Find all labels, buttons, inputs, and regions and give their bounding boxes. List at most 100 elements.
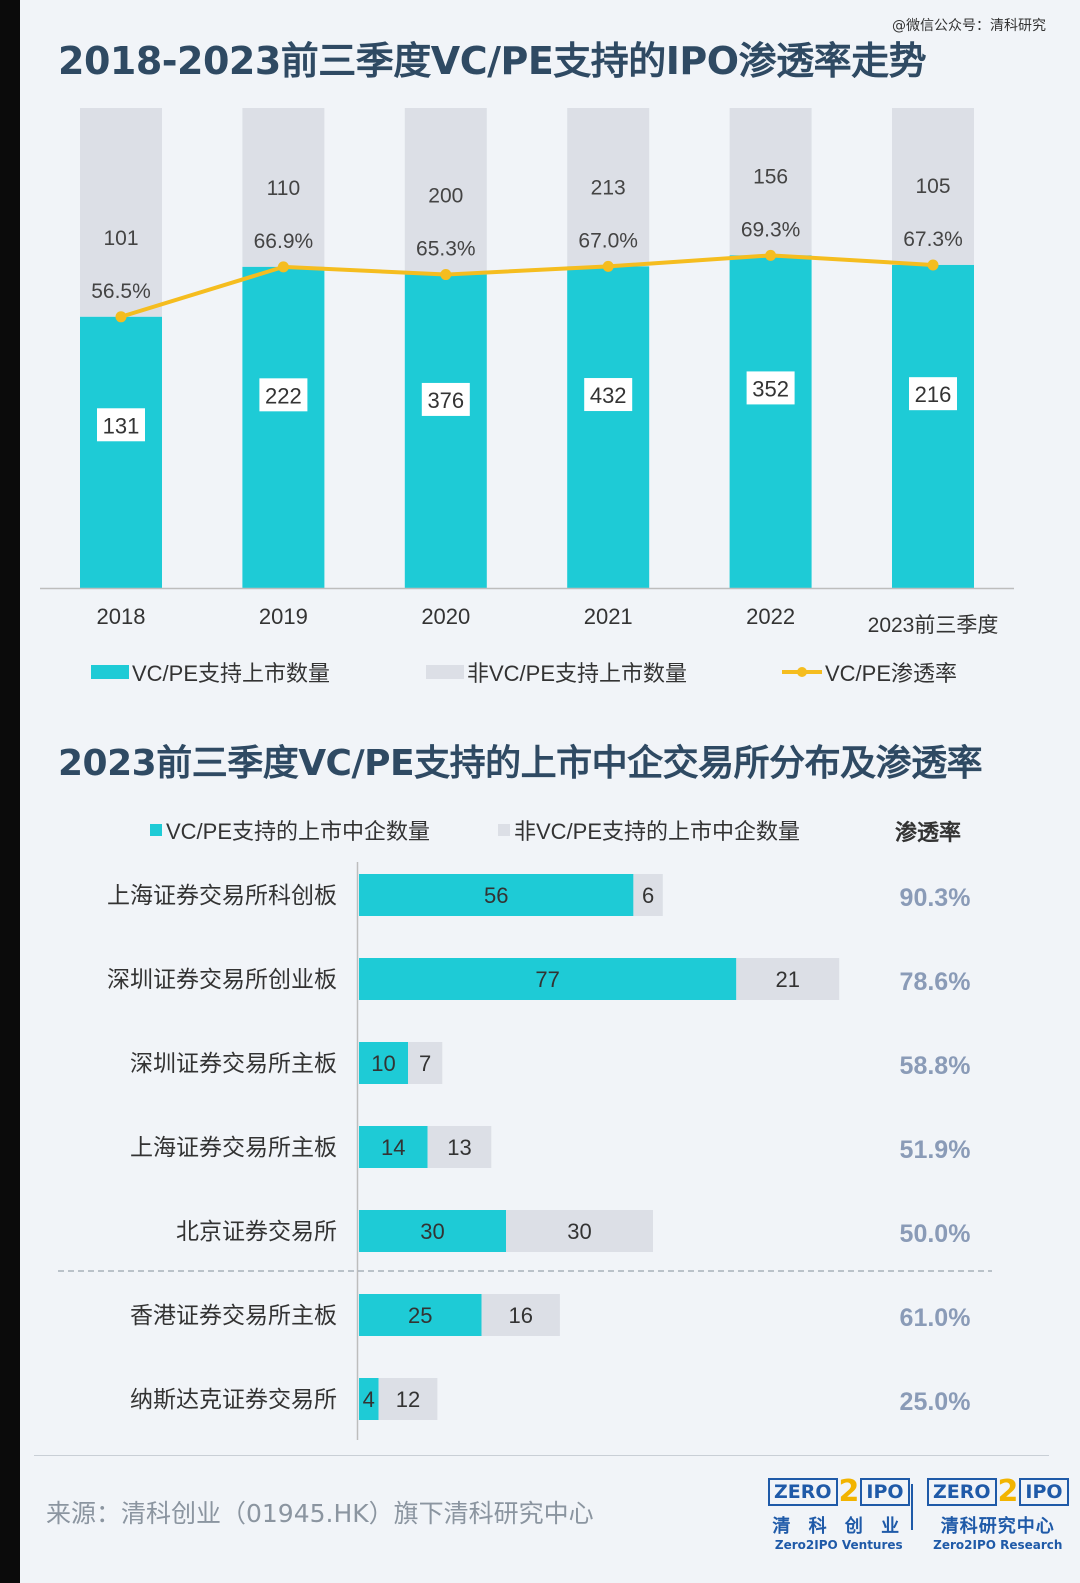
bar-vcpe bbox=[359, 1210, 506, 1252]
bar-label-box bbox=[584, 378, 633, 412]
legend-label: VC/PE支持的上市中企数量 bbox=[166, 819, 430, 844]
bar-label-box bbox=[421, 382, 470, 416]
bar-non-vcpe-value: 13 bbox=[447, 1135, 471, 1160]
logo-two-glyph: 2 bbox=[838, 1474, 860, 1509]
bar-non-vcpe bbox=[736, 958, 840, 1000]
rate-point bbox=[115, 311, 127, 323]
bar-non-vcpe bbox=[427, 1126, 492, 1168]
x-tick-label: 2022 bbox=[746, 604, 795, 629]
legend-swatch-vcpe bbox=[150, 824, 162, 836]
logo-en-text: Zero2IPO Research bbox=[933, 1538, 1063, 1552]
bar-non-vcpe bbox=[481, 1294, 560, 1336]
bar-non-vcpe-value: 110 bbox=[267, 177, 300, 200]
bar-non-vcpe-value: 21 bbox=[776, 967, 800, 992]
legend-label: VC/PE渗透率 bbox=[825, 661, 957, 686]
legend-swatch-vcpe bbox=[91, 665, 129, 679]
rate-point bbox=[440, 269, 452, 281]
bar-vcpe bbox=[359, 1042, 408, 1084]
bar-vcpe-value: 222 bbox=[265, 383, 302, 408]
bar-vcpe-value: 10 bbox=[371, 1051, 395, 1076]
y-tick-label: 上海证券交易所科创板 bbox=[107, 882, 337, 908]
bar-non-vcpe bbox=[633, 874, 663, 916]
bar-non-vcpe-value: 200 bbox=[428, 185, 463, 208]
bar-vcpe bbox=[892, 264, 974, 588]
y-tick-label: 香港证券交易所主板 bbox=[130, 1302, 337, 1328]
bar-non-vcpe-value: 101 bbox=[103, 227, 138, 250]
y-tick-label: 深圳证券交易所主板 bbox=[130, 1050, 337, 1076]
bar-non-vcpe bbox=[242, 108, 325, 267]
bar-vcpe bbox=[359, 1126, 428, 1168]
bar-vcpe-value: 432 bbox=[590, 383, 627, 408]
rate-value: 61.0% bbox=[900, 1304, 971, 1332]
logo-zero-text: ZERO bbox=[927, 1478, 997, 1506]
source-note: 来源：清科创业（01945.HK）旗下清科研究中心 bbox=[46, 1499, 594, 1528]
logo-cn-text: 清科研究中心 bbox=[940, 1516, 1055, 1537]
bar-vcpe bbox=[729, 255, 812, 589]
rate-point bbox=[602, 260, 614, 272]
logo-ipo-text: IPO bbox=[860, 1478, 910, 1506]
rate-point bbox=[927, 259, 939, 271]
left-edge-bar bbox=[0, 0, 20, 1583]
bar-vcpe-value: 14 bbox=[381, 1135, 405, 1160]
x-tick-label: 2023前三季度 bbox=[868, 614, 999, 637]
logo-zero-text: ZERO bbox=[768, 1478, 838, 1506]
bar-non-vcpe bbox=[729, 108, 812, 256]
rate-value: 90.3% bbox=[900, 884, 971, 912]
x-tick-label: 2020 bbox=[421, 604, 470, 629]
rate-point bbox=[765, 249, 777, 261]
logo-cn-text: 清 科 创 业 bbox=[772, 1516, 906, 1537]
bar-non-vcpe bbox=[567, 108, 650, 267]
bar-label-box bbox=[746, 371, 795, 405]
rate-value: 51.9% bbox=[900, 1136, 971, 1164]
bar-vcpe-value: 216 bbox=[915, 382, 952, 407]
legend-swatch-rate-point bbox=[797, 667, 807, 677]
chart2-title: 2023前三季度VC/PE支持的上市中企交易所分布及渗透率 bbox=[58, 743, 983, 784]
x-tick-label: 2018 bbox=[97, 604, 146, 629]
bar-vcpe bbox=[404, 274, 487, 588]
bar-vcpe bbox=[359, 874, 634, 916]
y-tick-label: 深圳证券交易所创业板 bbox=[107, 966, 337, 992]
bar-vcpe bbox=[359, 1294, 482, 1336]
bar-non-vcpe-value: 105 bbox=[915, 175, 950, 198]
bar-vcpe bbox=[359, 1378, 379, 1420]
chart1-svg: 131 101 56.5% 2018 222 110 66.9% 2019 376 200 65.3… bbox=[40, 108, 1014, 686]
rate-value: 58.8% bbox=[900, 1052, 971, 1080]
bar-label-box bbox=[909, 377, 957, 411]
rate-label: 69.3% bbox=[741, 218, 801, 241]
bar-non-vcpe bbox=[80, 108, 162, 317]
bar-non-vcpe-value: 6 bbox=[642, 883, 654, 908]
bar-non-vcpe-value: 156 bbox=[753, 165, 788, 188]
rate-value: 50.0% bbox=[900, 1220, 971, 1248]
rate-label: 66.9% bbox=[254, 230, 314, 253]
rate-label: 67.3% bbox=[903, 228, 963, 251]
rate-value: 25.0% bbox=[900, 1388, 971, 1416]
bar-non-vcpe-value: 7 bbox=[419, 1051, 431, 1076]
bar-vcpe bbox=[359, 958, 737, 1000]
bar-vcpe-value: 30 bbox=[420, 1219, 444, 1244]
footer-divider bbox=[34, 1455, 1049, 1456]
rate-line bbox=[120, 253, 934, 319]
bar-non-vcpe-value: 30 bbox=[567, 1219, 591, 1244]
legend-swatch-non-vcpe bbox=[498, 824, 510, 836]
bar-vcpe bbox=[80, 316, 162, 588]
bar-vcpe-value: 77 bbox=[535, 967, 559, 992]
rate-label: 65.3% bbox=[416, 238, 476, 261]
bar-non-vcpe-value: 12 bbox=[396, 1387, 420, 1412]
bar-vcpe-value: 131 bbox=[103, 413, 140, 438]
x-tick-label: 2019 bbox=[259, 604, 308, 629]
bar-non-vcpe bbox=[404, 108, 487, 275]
rate-point bbox=[277, 261, 289, 273]
logo-en-text: Zero2IPO Ventures bbox=[774, 1538, 903, 1552]
logo-two-glyph: 2 bbox=[997, 1474, 1019, 1509]
bar-vcpe-value: 56 bbox=[484, 883, 508, 908]
bar-non-vcpe bbox=[506, 1210, 653, 1252]
watermark: @微信公众号：清科研究 bbox=[892, 18, 1046, 34]
bar-vcpe-value: 352 bbox=[752, 376, 789, 401]
rate-header: 渗透率 bbox=[895, 820, 961, 845]
chart1-title: 2018-2023前三季度VC/PE支持的IPO渗透率走势 bbox=[58, 39, 927, 83]
legend-swatch-non-vcpe bbox=[426, 665, 464, 679]
bar-vcpe-value: 25 bbox=[408, 1303, 432, 1328]
logo-ipo-text: IPO bbox=[1019, 1478, 1069, 1506]
bar-non-vcpe bbox=[408, 1042, 443, 1084]
legend-label: VC/PE支持上市数量 bbox=[132, 661, 330, 686]
